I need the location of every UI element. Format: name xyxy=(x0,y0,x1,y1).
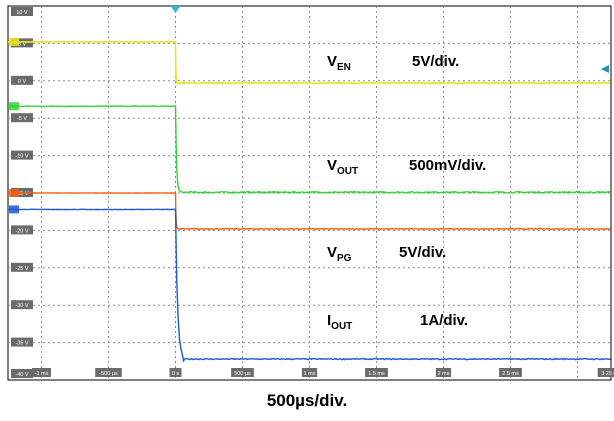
y-tick-label: -15 V xyxy=(15,191,28,197)
y-tick-chip xyxy=(11,7,33,16)
waveform-pg xyxy=(7,192,611,231)
x-tick-label: 2 ms xyxy=(438,371,450,377)
x-tick-label: -1 ms xyxy=(35,371,49,377)
x-tick-chip xyxy=(32,368,51,377)
channel-label-en: VEN xyxy=(327,53,351,73)
channel-scale-out: 500mV/div. xyxy=(409,157,486,174)
oscilloscope-plot: 10 V 5 V 0 V -5 V -10 V -15 V -20 V -25 V -30 V -… xyxy=(7,5,614,381)
x-tick-label: -500 µs xyxy=(99,371,118,377)
channel-marker-out xyxy=(9,102,19,111)
channel-scale-en: 5V/div. xyxy=(412,53,459,70)
y-tick-chip xyxy=(11,300,33,310)
channel-marker-pg xyxy=(9,189,19,197)
y-tick-label: -5 V xyxy=(17,116,27,122)
y-tick-chip xyxy=(11,369,33,378)
y-tick-chip xyxy=(11,113,33,123)
trigger-marker xyxy=(170,6,181,13)
x-tick-label: 3.25 ms xyxy=(601,371,614,377)
y-tick-chip xyxy=(11,225,33,235)
trigger-level-marker xyxy=(601,65,609,74)
channel-label-iout: IOUT xyxy=(327,312,352,332)
channel-scale-iout: 1A/div. xyxy=(420,312,468,329)
y-tick-chip xyxy=(11,337,33,347)
x-tick-chip xyxy=(95,368,122,377)
x-tick-chip xyxy=(597,368,614,377)
y-tick-chip xyxy=(11,38,33,48)
y-tick-label: -30 V xyxy=(15,303,28,309)
y-tick-label: -40 V xyxy=(15,372,28,378)
x-tick-label: 1.5 ms xyxy=(368,371,385,377)
x-tick-label: 0 s xyxy=(172,371,180,377)
channel-label-pg: VPG xyxy=(327,244,352,264)
x-tick-chip xyxy=(231,368,254,377)
x-tick-chip xyxy=(499,368,522,377)
channel-marker-en xyxy=(9,37,19,46)
y-tick-chip xyxy=(11,150,33,160)
x-tick-chip xyxy=(169,368,182,377)
waveform-out xyxy=(7,105,612,194)
channel-scale-pg: 5V/div. xyxy=(399,244,446,261)
x-tick-label: 500 µs xyxy=(234,371,251,377)
y-tick-chip xyxy=(11,262,33,272)
y-tick-label: 10 V xyxy=(16,10,28,16)
waveform-en xyxy=(7,40,611,85)
x-tick-label: 1 ms xyxy=(304,371,316,377)
waveform-iout xyxy=(8,208,611,363)
y-tick-label: -10 V xyxy=(15,154,28,160)
channel-marker-iout xyxy=(9,205,19,214)
x-tick-chip xyxy=(365,368,388,377)
y-tick-label: -20 V xyxy=(15,228,28,234)
x-tick-chip xyxy=(301,368,318,377)
channel-label-out: VOUT xyxy=(327,157,358,177)
x-tick-chip xyxy=(435,368,452,377)
y-tick-label: 5 V xyxy=(18,41,27,47)
time-scale-caption: 500µs/div. xyxy=(266,391,348,410)
y-tick-label: -35 V xyxy=(15,341,28,347)
y-tick-label: 0 V xyxy=(18,79,27,85)
y-tick-chip xyxy=(11,75,33,85)
y-tick-label: -25 V xyxy=(15,266,28,272)
x-tick-label: 2.5 ms xyxy=(502,371,519,377)
